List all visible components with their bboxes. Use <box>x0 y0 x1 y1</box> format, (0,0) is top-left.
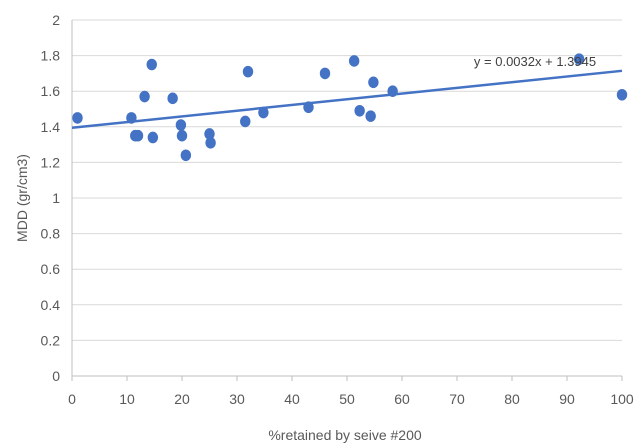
data-point <box>368 76 379 89</box>
data-point <box>303 101 314 114</box>
y-tick-label: 1 <box>52 190 60 206</box>
data-point <box>147 131 159 144</box>
y-tick-label: 0.2 <box>41 332 61 348</box>
data-point <box>365 110 376 122</box>
data-point <box>72 112 83 124</box>
data-point <box>319 67 331 80</box>
trendline-equation: y = 0.0032x + 1.3945 <box>474 54 596 69</box>
tick-labels: 00.20.40.60.811.21.41.61.820 10 20 30 40 50 60… <box>41 12 634 407</box>
data-point <box>205 137 216 149</box>
data-point <box>258 106 269 119</box>
y-tick-label: 0.6 <box>41 261 61 277</box>
y-tick-label: 2 <box>52 12 60 28</box>
data-point <box>126 112 137 124</box>
data-point <box>573 53 585 65</box>
data-point <box>387 85 398 97</box>
x-tick-label: 40 <box>284 391 300 407</box>
trendline-group <box>71 69 623 130</box>
data-point <box>242 65 254 78</box>
x-tick-label: 0 <box>68 391 76 407</box>
data-point <box>616 88 628 101</box>
x-tick-label: 90 <box>559 391 575 407</box>
data-point <box>175 119 187 131</box>
data-point <box>139 90 150 103</box>
y-tick-label: 1.2 <box>41 154 61 170</box>
data-points <box>72 53 628 162</box>
y-tick-label: 1.4 <box>41 119 61 135</box>
data-point <box>348 55 360 67</box>
data-point <box>180 149 192 162</box>
gridlines <box>72 19 622 341</box>
data-point <box>240 115 251 128</box>
x-tick-label: 70 <box>449 391 465 407</box>
data-point <box>176 129 188 142</box>
y-tick-label: 1.6 <box>41 83 61 99</box>
axes <box>71 20 623 381</box>
trendline <box>71 69 623 130</box>
y-tick-label: 0.4 <box>41 297 61 313</box>
data-point <box>132 129 144 142</box>
y-axis-title: MDD (gr/cm3) <box>14 154 30 242</box>
data-point <box>146 58 157 71</box>
x-tick-label: 60 <box>394 391 410 407</box>
data-point <box>204 128 215 140</box>
x-tick-label: 50 <box>339 391 355 407</box>
x-tick-label: 80 <box>504 391 520 407</box>
x-tick-label: 10 <box>119 391 135 407</box>
y-tick-label: 1.8 <box>41 48 61 64</box>
x-tick-label: 100 <box>610 391 634 407</box>
x-axis-title: %retained by seive #200 <box>268 427 422 443</box>
x-tick-label: 30 <box>229 391 245 407</box>
y-tick-label: 0 <box>52 368 60 384</box>
data-point <box>167 92 178 105</box>
data-point <box>354 104 365 117</box>
y-tick-label: 0.8 <box>41 226 61 242</box>
x-tick-label: 20 <box>174 391 190 407</box>
